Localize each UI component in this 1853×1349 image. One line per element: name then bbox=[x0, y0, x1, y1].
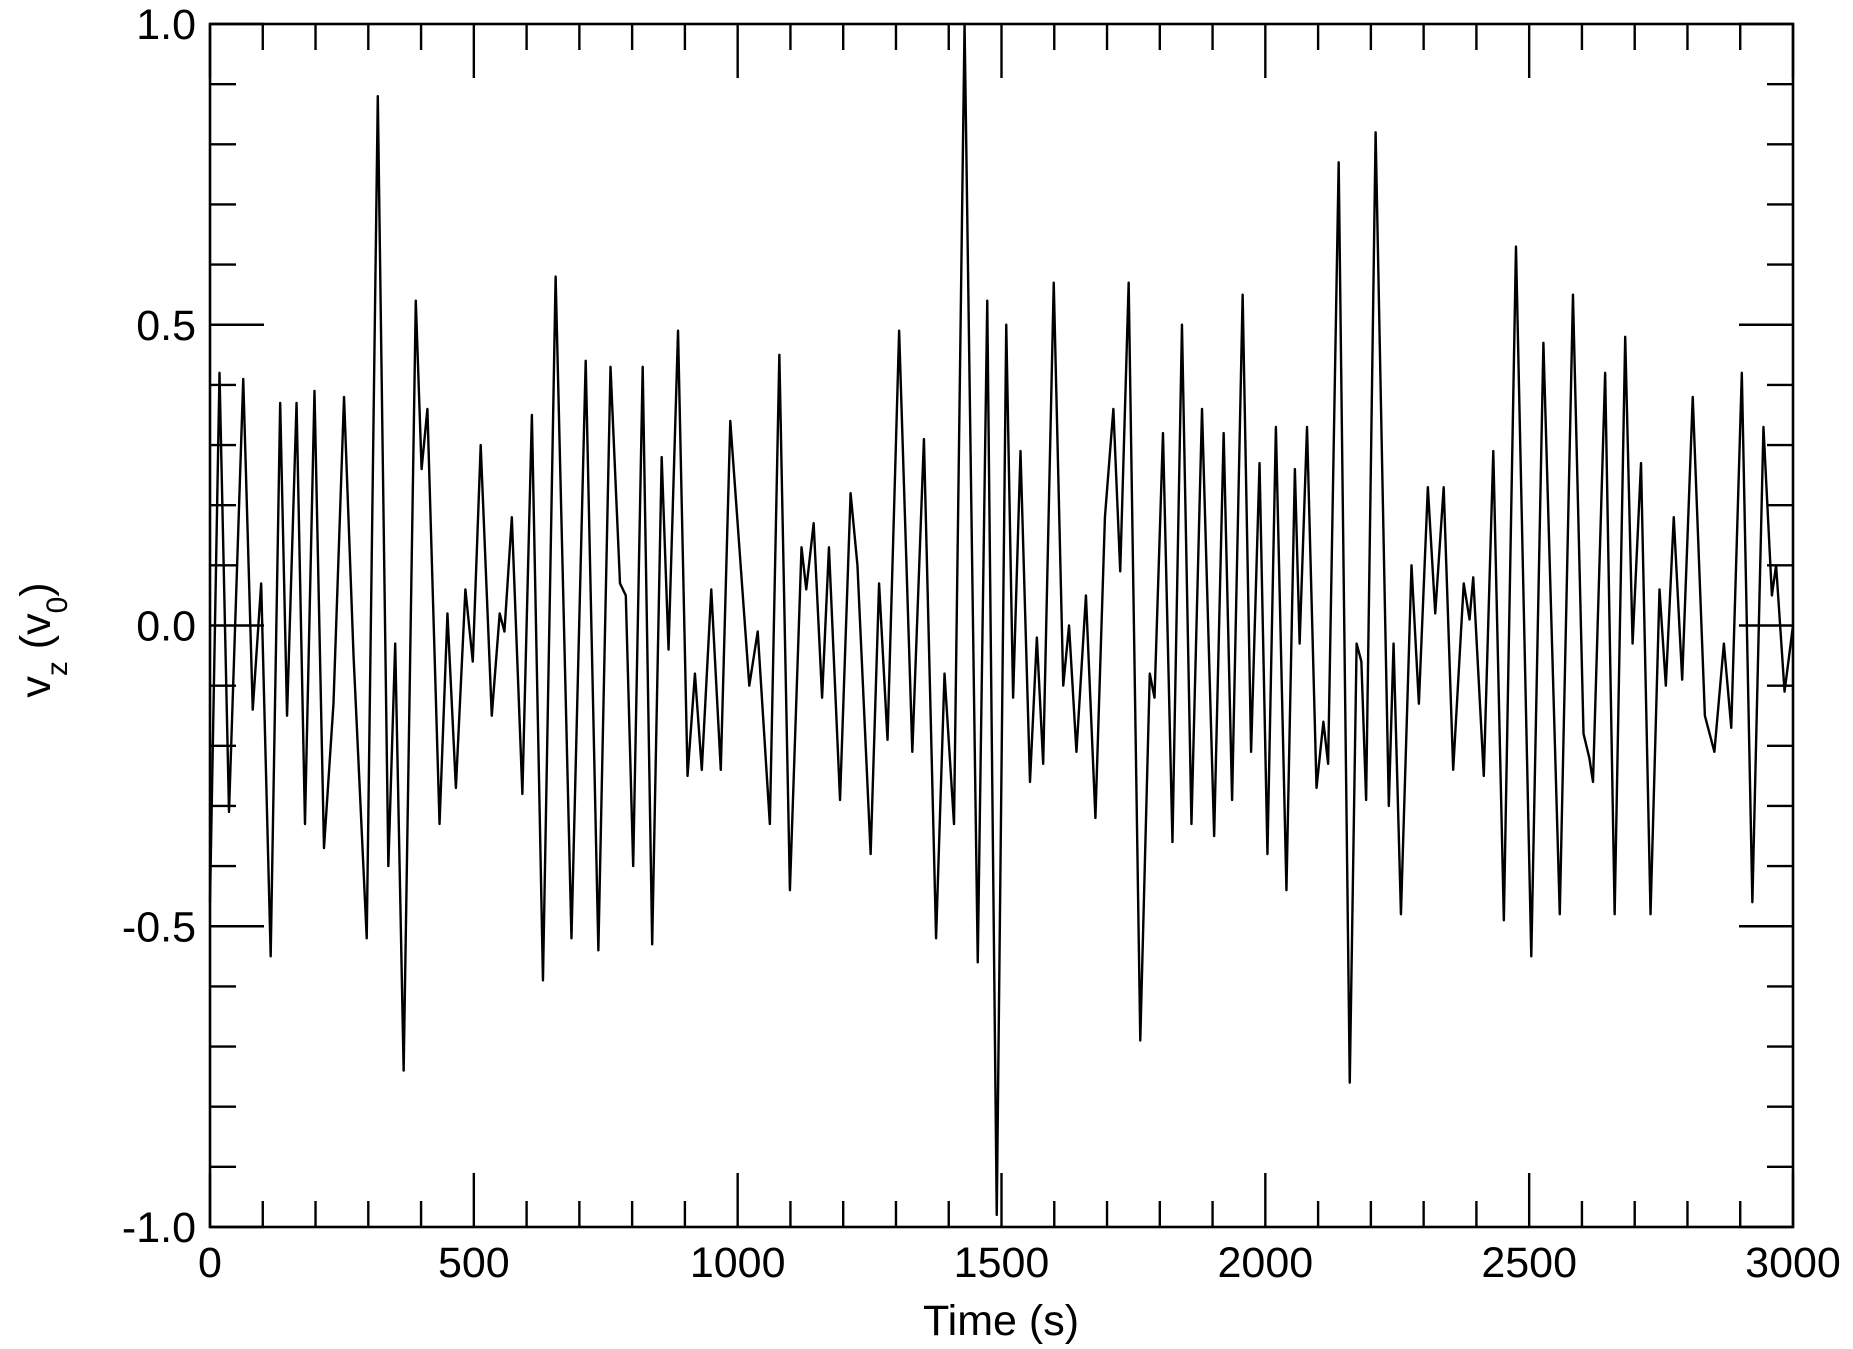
x-tick-label: 2500 bbox=[1481, 1239, 1577, 1287]
x-tick-label: 500 bbox=[438, 1239, 510, 1287]
y-axis-label: vz (v0) bbox=[12, 582, 74, 697]
y-axis-label-part: z bbox=[41, 661, 74, 676]
y-axis-label-part: 0 bbox=[41, 597, 74, 614]
x-tick-label: 2000 bbox=[1217, 1239, 1313, 1287]
x-tick-label: 0 bbox=[198, 1239, 222, 1287]
y-axis-label-part: v bbox=[12, 676, 60, 698]
y-tick-label: 0.5 bbox=[136, 302, 196, 350]
y-tick-label: 1.0 bbox=[136, 1, 196, 49]
y-tick-label: -1.0 bbox=[122, 1204, 196, 1252]
y-axis-label-part: (v bbox=[12, 613, 60, 661]
x-axis-label: Time (s) bbox=[923, 1297, 1079, 1345]
data-line bbox=[208, 22, 1795, 1217]
y-tick-label: -0.5 bbox=[122, 903, 196, 951]
x-tick-label: 1000 bbox=[690, 1239, 786, 1287]
x-tick-label: 1500 bbox=[954, 1239, 1050, 1287]
y-tick-label: 0.0 bbox=[136, 603, 196, 651]
x-tick-label: 3000 bbox=[1745, 1239, 1841, 1287]
y-axis-label-part: ) bbox=[12, 582, 60, 596]
